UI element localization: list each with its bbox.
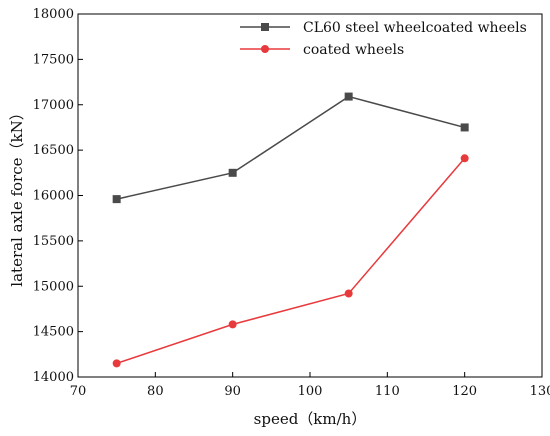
y-tick-label: 18000 [33, 7, 74, 22]
legend-label-1: CL60 steel wheelcoated wheels [303, 20, 527, 36]
y-tick-labels: 14000 14500 15000 15500 16000 16500 17000 17500… [33, 7, 74, 385]
x-tick-label: 90 [224, 384, 241, 399]
plot-frame [77, 13, 543, 378]
x-tick-label: 80 [147, 384, 164, 399]
data-point-square [460, 123, 469, 132]
data-point-square [228, 168, 237, 177]
y-tick-label: 15000 [33, 279, 74, 294]
data-point-square [344, 92, 353, 101]
series-line-1 [116, 95, 465, 200]
legend-label-2: coated wheels [303, 42, 404, 58]
series-group [112, 92, 469, 368]
x-tick-label: 100 [298, 384, 323, 399]
x-axis-label: speed（km/h） [254, 410, 367, 428]
data-point-circle [344, 289, 353, 298]
y-tick-label: 17000 [33, 98, 74, 113]
data-point-circle [112, 359, 121, 368]
x-tick-label: 70 [70, 384, 87, 399]
legend: CL60 steel wheelcoated wheels coated whee… [240, 20, 527, 58]
y-tick-label: 16500 [33, 143, 74, 158]
y-tick-label: 16000 [33, 189, 74, 204]
x-tick-label: 110 [375, 384, 400, 399]
x-tick-label: 130 [530, 384, 550, 399]
y-tick-label: 15500 [33, 234, 74, 249]
legend-marker-circle [261, 45, 269, 53]
data-point-circle [460, 154, 469, 163]
y-axis-label: lateral axle force（kN） [8, 105, 26, 286]
x-tick-labels: 70 80 90 100 110 120 130 [70, 384, 550, 399]
y-tick-label: 14000 [33, 370, 74, 385]
axis-ticks [77, 13, 543, 378]
y-tick-label: 17500 [33, 52, 74, 67]
series-line-2 [116, 157, 466, 365]
data-point-circle [228, 320, 237, 329]
x-tick-label: 120 [452, 384, 477, 399]
y-tick-label: 14500 [33, 325, 74, 340]
data-point-square [112, 195, 121, 204]
legend-marker-square [261, 23, 269, 31]
